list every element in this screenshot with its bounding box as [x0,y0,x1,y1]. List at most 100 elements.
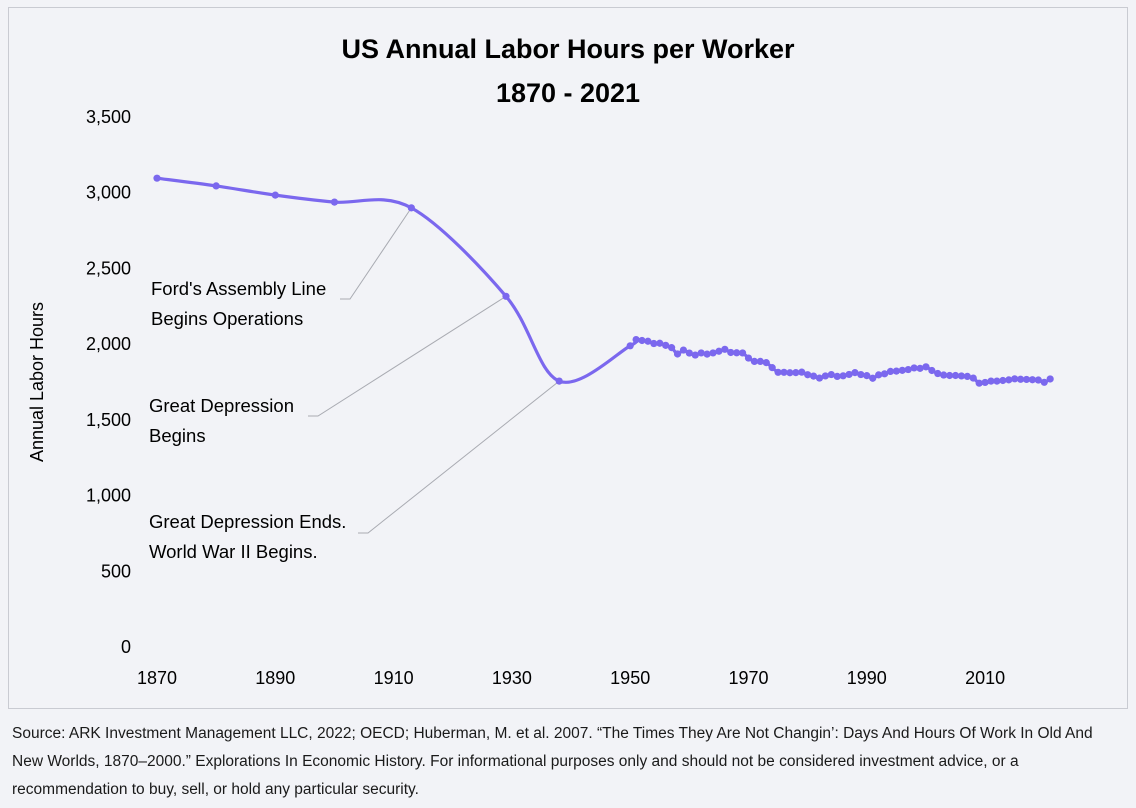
data-point [904,365,912,374]
data-point [999,376,1007,385]
data-point [1034,376,1042,384]
data-point [798,368,806,376]
data-point [910,364,918,372]
x-tick-label: 1870 [137,668,177,688]
y-tick-label: 0 [121,637,131,657]
data-point [804,371,812,379]
data-point [886,367,895,375]
y-tick-label: 3,000 [86,183,131,203]
data-point [863,372,871,380]
annotation-label: Begins [149,425,206,446]
data-point [738,349,747,357]
data-point [869,374,877,382]
data-point [815,374,824,382]
data-point [733,349,741,357]
data-point [928,366,936,375]
data-point [951,371,960,380]
y-tick-label: 2,000 [86,334,131,354]
data-point [845,370,853,379]
data-point [809,372,818,380]
data-point [880,370,889,378]
data-point [987,377,995,385]
data-point [721,345,729,353]
labor-hours-chart: US Annual Labor Hours per Worker 1870 - 2… [27,34,1054,688]
annotation-leader-line [358,380,560,534]
data-point [330,198,339,206]
x-tick-label: 1950 [610,668,650,688]
x-tick-label: 2010 [965,668,1005,688]
x-tick-label: 1970 [728,668,768,688]
data-point [851,369,859,377]
data-point [792,369,800,377]
annotation-leader-line [340,207,412,300]
annotation-label: Begins Operations [151,308,303,329]
x-tick-label: 1990 [847,668,887,688]
data-point [1028,376,1037,384]
y-tick-label: 1,000 [86,486,131,506]
x-tick-label: 1890 [255,668,295,688]
data-point [662,341,670,349]
data-point [697,349,705,357]
data-point [626,342,634,350]
data-point [946,371,954,380]
annotation-label: World War II Begins. [149,541,318,562]
data-point [827,370,835,379]
data-point [821,372,829,380]
data-point [685,349,693,357]
data-point [940,371,948,379]
data-point [756,357,764,366]
data-point [638,336,646,345]
data-point [969,374,977,382]
data-point [153,174,161,182]
data-point [691,351,699,359]
data-point [898,366,906,374]
data-point [271,191,279,199]
data-point [857,370,865,379]
data-point [922,363,930,371]
data-point [916,364,924,372]
data-point [709,349,717,357]
data-point [993,377,1001,385]
data-point [957,372,966,380]
data-point [703,350,711,358]
data-point [673,350,682,358]
y-axis-label: Annual Labor Hours [27,302,47,462]
data-point [833,372,841,380]
data-point [668,344,676,352]
chart-title-line-1: US Annual Labor Hours per Worker [341,34,795,64]
data-point [744,354,753,362]
y-tick-label: 500 [101,561,131,581]
data-point [786,369,794,377]
data-point [875,371,883,379]
source-footnote: Source: ARK Investment Management LLC, 2… [12,725,1093,798]
data-point [502,292,510,300]
annotation-label: Great Depression Ends. [149,511,346,532]
x-tick-label: 1930 [492,668,532,688]
data-point [750,357,759,366]
data-point [892,367,900,375]
data-point [727,348,735,357]
data-point [839,372,847,380]
data-point [715,347,723,355]
chart-title-line-2: 1870 - 2021 [496,78,640,108]
data-point [1040,378,1048,386]
data-point [768,364,776,372]
data-point [650,339,658,348]
data-point [1046,375,1054,383]
data-point [975,379,983,387]
data-point [407,204,415,212]
data-point [963,372,971,380]
x-tick-label: 1910 [374,668,414,688]
data-point [555,377,563,385]
data-point [212,182,220,190]
y-tick-label: 3,500 [86,107,131,127]
data-point [981,378,989,387]
data-point [644,337,652,345]
data-point [1016,375,1025,383]
y-tick-label: 2,500 [86,258,131,278]
data-point [774,368,782,376]
chart-frame [8,7,1128,709]
data-point [1011,375,1019,383]
data-point [679,346,688,354]
data-point [780,368,788,376]
